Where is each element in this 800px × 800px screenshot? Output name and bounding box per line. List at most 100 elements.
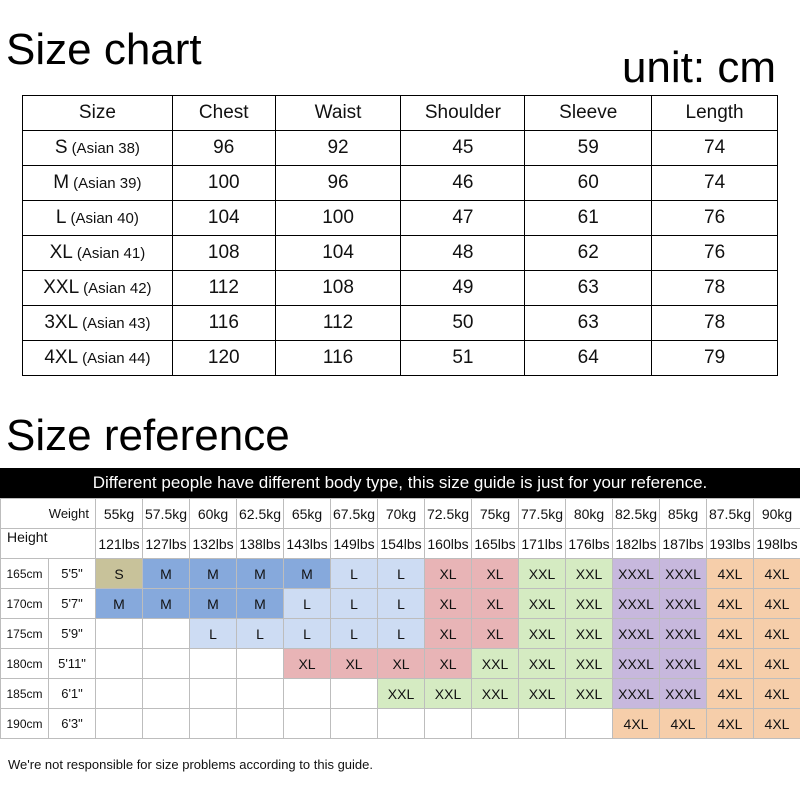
weight-kg-cell: 55kg [95,498,144,529]
weight-lbs-cell: 182lbs [612,528,661,559]
size-recommendation-cell: L [189,618,238,649]
size-recommendation-cell: XXL [518,648,567,679]
height-cm-cell: 180cm [0,648,49,679]
size-cell: 4XL (Asian 44) [22,340,173,376]
sleeve-cell: 63 [524,305,653,341]
size-chart-header-cell: Waist [274,95,402,131]
size-recommendation-cell [283,708,332,739]
size-recommendation-cell: L [283,588,332,619]
size-recommendation-cell: L [377,588,426,619]
weight-lbs-cell: 176lbs [565,528,614,559]
size-chart-header-cell: Sleeve [524,95,653,131]
height-cm-cell: 170cm [0,588,49,619]
height-ft-cell: 5'9" [47,618,97,649]
sleeve-cell: 62 [524,235,653,271]
height-row: 165cm 5'5" S M M M M L L XL XL XXL XXL XXXL XXXL 4XL 4XL [0,558,800,589]
weight-label: Weight [0,498,97,529]
size-recommendation-cell: XXXL [612,618,661,649]
size-recommendation-cell: XL [330,648,379,679]
size-reference-title: Size reference [6,411,290,460]
size-recommendation-cell: XL [424,648,473,679]
size-recommendation-cell [142,618,191,649]
weight-lbs-cell: 160lbs [424,528,473,559]
size-recommendation-cell: 4XL [753,678,800,709]
size-chart-header-cell: Chest [171,95,276,131]
waist-cell: 112 [274,305,402,341]
size-recommendation-cell: M [142,558,191,589]
weight-lbs-row: Height 121lbs 127lbs 132lbs 138lbs 143lbs 149l… [0,528,800,559]
size-recommendation-cell [189,648,238,679]
size-chart-header-cell: Length [651,95,778,131]
size-cell: L (Asian 40) [22,200,173,236]
size-recommendation-cell: XXXL [612,588,661,619]
weight-kg-cell: 85kg [659,498,708,529]
size-chart-row: XXL (Asian 42) 112 108 49 63 78 [22,270,778,306]
size-recommendation-cell [424,708,473,739]
size-recommendation-cell: XL [377,648,426,679]
shoulder-cell: 45 [400,130,526,166]
chest-cell: 104 [171,200,276,236]
size-recommendation-cell: 4XL [706,588,755,619]
height-ft-cell: 6'3" [47,708,97,739]
waist-cell: 104 [274,235,402,271]
chest-cell: 116 [171,305,276,341]
size-chart-row: XL (Asian 41) 108 104 48 62 76 [22,235,778,271]
weight-kg-cell: 60kg [189,498,238,529]
size-recommendation-cell: M [142,588,191,619]
size-recommendation-cell: XXXL [659,648,708,679]
weight-lbs-cell: 171lbs [518,528,567,559]
sleeve-cell: 61 [524,200,653,236]
size-recommendation-cell: XL [283,648,332,679]
size-cell: 3XL (Asian 43) [22,305,173,341]
size-label: 3XL [44,312,79,333]
asian-size-label: (Asian 38) [71,140,140,157]
chest-cell: 96 [171,130,276,166]
sleeve-cell: 59 [524,130,653,166]
height-label: Height [0,528,97,559]
weight-lbs-cell: 143lbs [283,528,332,559]
size-recommendation-cell: 4XL [753,588,800,619]
size-recommendation-cell: XXL [518,678,567,709]
size-recommendation-cell: 4XL [706,708,755,739]
size-recommendation-cell: 4XL [612,708,661,739]
size-recommendation-cell: XXXL [659,678,708,709]
size-recommendation-cell: XL [424,588,473,619]
size-recommendation-cell: M [236,558,285,589]
size-recommendation-cell: 4XL [706,648,755,679]
size-recommendation-cell: XXL [518,618,567,649]
size-recommendation-cell [330,678,379,709]
weight-lbs-cell: 187lbs [659,528,708,559]
weight-kg-cell: 77.5kg [518,498,567,529]
size-recommendation-cell: XXL [565,618,614,649]
asian-size-label: (Asian 43) [82,315,151,332]
height-row: 175cm 5'9" L L L L L XL XL XXL XXL XXXL XXXL 4XL 4XL [0,618,800,649]
waist-cell: 116 [274,340,402,376]
size-recommendation-cell: XXXL [659,558,708,589]
size-recommendation-cell: M [236,588,285,619]
size-recommendation-cell: 4XL [659,708,708,739]
height-row: 185cm 6'1" XXL XXL XXL XXL XXL XXXL XXXL 4XL 4XL [0,678,800,709]
size-chart-row: M (Asian 39) 100 96 46 60 74 [22,165,778,201]
size-label: M [53,172,70,193]
weight-kg-row: Weight 55kg 57.5kg 60kg 62.5kg 65kg 67.5kg 70kg… [0,498,800,529]
size-recommendation-cell: L [377,618,426,649]
weight-kg-cell: 90kg [753,498,800,529]
shoulder-cell: 51 [400,340,526,376]
weight-kg-cell: 70kg [377,498,426,529]
weight-kg-cell: 57.5kg [142,498,191,529]
size-recommendation-cell: L [236,618,285,649]
weight-lbs-cell: 154lbs [377,528,426,559]
size-label: 4XL [44,347,79,368]
size-recommendation-cell: XXXL [612,648,661,679]
weight-lbs-cell: 132lbs [189,528,238,559]
size-recommendation-cell: XXL [565,648,614,679]
asian-size-label: (Asian 44) [82,350,151,367]
size-recommendation-cell: XXL [377,678,426,709]
asian-size-label: (Asian 39) [73,175,142,192]
length-cell: 76 [651,200,778,236]
shoulder-cell: 47 [400,200,526,236]
size-recommendation-cell: L [330,618,379,649]
size-recommendation-cell: XXXL [612,678,661,709]
weight-lbs-cell: 198lbs [753,528,800,559]
waist-cell: 100 [274,200,402,236]
